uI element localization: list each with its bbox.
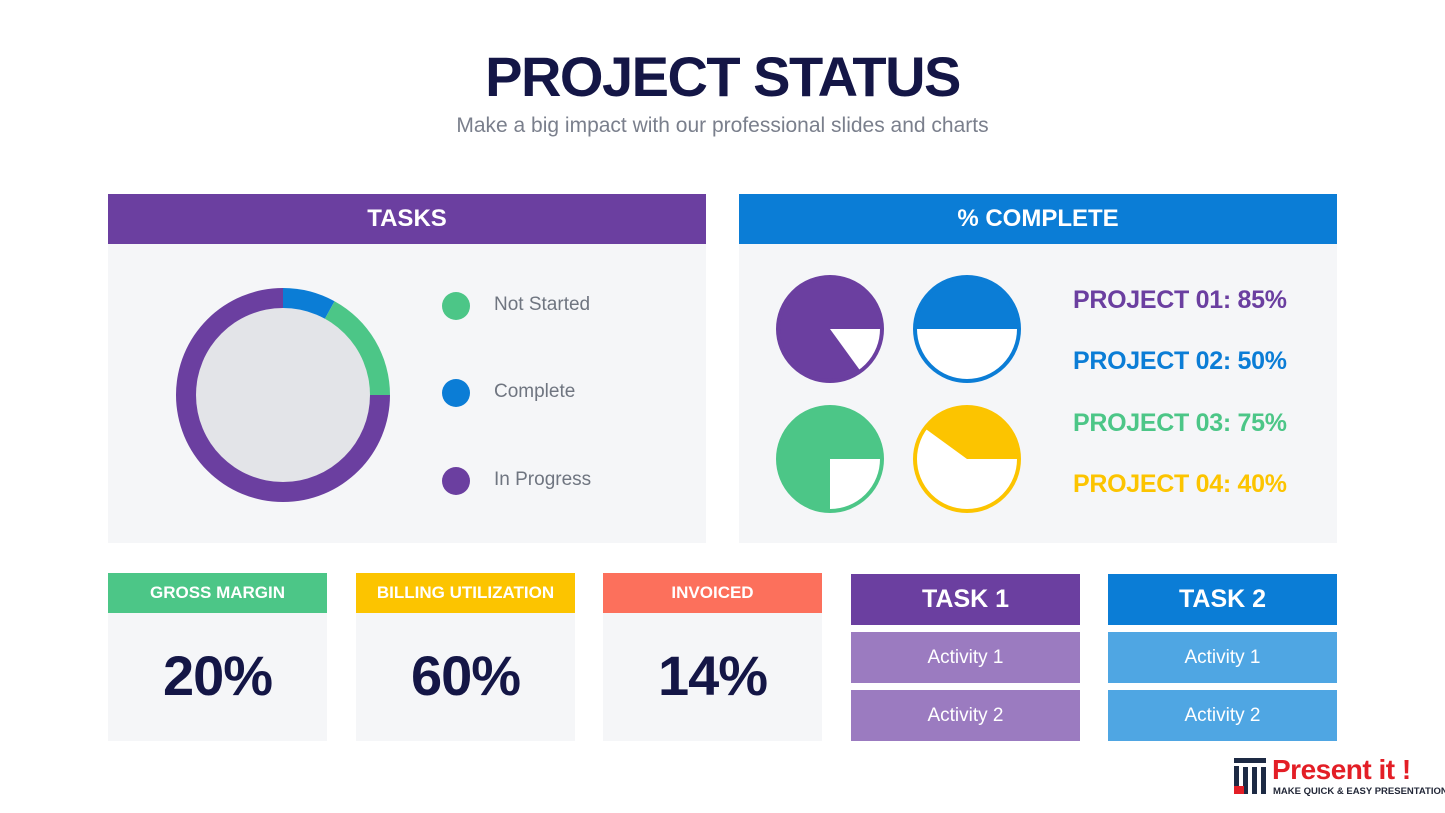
logo-mark-icon bbox=[1234, 758, 1266, 794]
kpi-billing-utilization: BILLING UTILIZATION 60% bbox=[356, 573, 575, 741]
kpi-gross-margin-label: GROSS MARGIN bbox=[108, 573, 327, 613]
project-03-pie-remaining bbox=[830, 459, 882, 511]
task-2-heading: TASK 2 bbox=[1108, 574, 1337, 625]
task-1-column: TASK 1 Activity 1 Activity 2 bbox=[851, 574, 1080, 742]
project-04-pie-remaining bbox=[915, 428, 1019, 512]
percent-complete-heading: % COMPLETE bbox=[739, 194, 1337, 244]
legend-dot-in-progress bbox=[442, 467, 470, 495]
project-pie-charts bbox=[776, 275, 1021, 513]
task-2-activity-1: Activity 1 bbox=[1108, 632, 1337, 683]
legend-label-in-progress: In Progress bbox=[494, 469, 592, 490]
task-2-activity-2: Activity 2 bbox=[1108, 690, 1337, 741]
task-1-activity-1: Activity 1 bbox=[851, 632, 1080, 683]
kpi-billing-utilization-label: BILLING UTILIZATION bbox=[356, 573, 575, 613]
kpi-invoiced: INVOICED 14% bbox=[603, 573, 822, 741]
task-2-column: TASK 2 Activity 1 Activity 2 bbox=[1108, 574, 1337, 742]
donut-hole bbox=[196, 308, 370, 482]
project-02-pie-outline bbox=[913, 275, 1021, 383]
page-title: PROJECT STATUS bbox=[485, 45, 961, 108]
tasks-panel: TASKS Not Started Complete In Progress bbox=[108, 194, 706, 543]
percent-complete-panel: % COMPLETE PROJECT 01: 85% PROJECT 02: 5… bbox=[739, 194, 1337, 543]
legend-label-complete: Complete bbox=[494, 381, 576, 402]
tasks-donut-chart bbox=[176, 288, 390, 502]
project-02-pie-remaining bbox=[915, 329, 1019, 381]
logo-name: Present it ! bbox=[1272, 754, 1411, 785]
project-01-label: PROJECT 01: 85% bbox=[1073, 286, 1287, 314]
project-03-pie-outline bbox=[776, 405, 884, 513]
project-03-label: PROJECT 03: 75% bbox=[1073, 409, 1287, 437]
project-01-pie-outline bbox=[776, 275, 884, 383]
logo-tagline: MAKE QUICK & EASY PRESENTATIONS bbox=[1273, 786, 1445, 797]
task-1-activity-2: Activity 2 bbox=[851, 690, 1080, 741]
tasks-panel-heading: TASKS bbox=[108, 194, 706, 244]
page-subtitle: Make a big impact with our professional … bbox=[456, 114, 989, 137]
kpi-billing-utilization-value: 60% bbox=[410, 644, 521, 707]
present-it-logo: Present it ! MAKE QUICK & EASY PRESENTAT… bbox=[1232, 754, 1445, 800]
project-04-label: PROJECT 04: 40% bbox=[1073, 470, 1287, 498]
project-04-pie-outline bbox=[913, 405, 1021, 513]
legend-dot-not-started bbox=[442, 292, 470, 320]
kpi-invoiced-value: 14% bbox=[657, 644, 768, 707]
kpi-invoiced-label: INVOICED bbox=[603, 573, 822, 613]
kpi-gross-margin: GROSS MARGIN 20% bbox=[108, 573, 327, 741]
legend-label-not-started: Not Started bbox=[494, 294, 591, 315]
task-1-heading: TASK 1 bbox=[851, 574, 1080, 625]
legend-dot-complete bbox=[442, 379, 470, 407]
kpi-gross-margin-value: 20% bbox=[162, 644, 273, 707]
project-02-label: PROJECT 02: 50% bbox=[1073, 347, 1287, 375]
